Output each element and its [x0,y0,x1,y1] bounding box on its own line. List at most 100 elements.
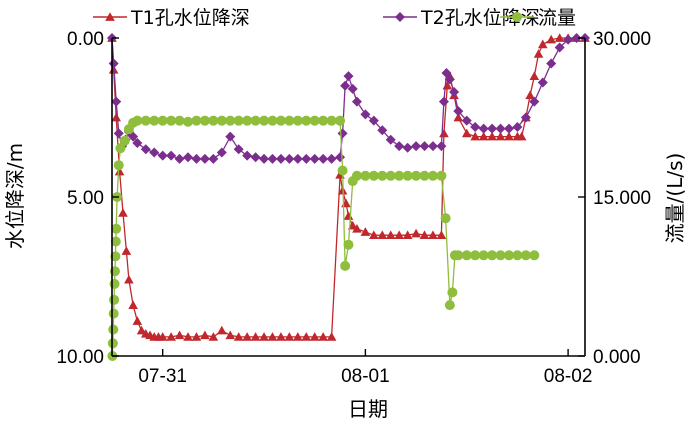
series-2-point [512,122,523,133]
series-2-point [301,153,312,164]
series-3-point [275,115,286,126]
series-2-point [347,83,358,94]
x-tick-label: 08-02 [544,366,593,387]
series-1-point [453,112,464,122]
series-1-point [487,131,497,141]
series-3-point [191,115,202,126]
left-tick-label: 0.00 [67,29,104,50]
series-1-point [369,230,379,239]
series-2-point [275,153,286,164]
series-1-point [309,332,320,341]
series-3-point [309,115,320,126]
legend-item: T2孔水位降深 [383,7,540,29]
series-1-point [128,300,138,309]
series-3-point [461,250,472,261]
series-1-point [217,325,227,335]
legend-marker [395,12,405,22]
x-tick-label: 07-31 [138,366,187,387]
series-3-point [402,170,413,181]
series-1-point [157,332,168,341]
series-2-point [368,115,379,126]
series-2-point [503,123,514,134]
series-3-point [208,115,219,126]
right-axis-ticks: 0.000 15.000 30.000 [578,29,651,368]
series-1-point [439,128,449,138]
legend-item: 流量 [500,7,576,29]
series-3-point [108,308,119,319]
series-3-point [108,324,119,335]
series-2-line [111,37,585,160]
series-2-point [199,153,210,164]
series-2-point [318,153,329,164]
series-1-point [461,128,472,138]
series-2-point [132,137,143,148]
series-3-point [340,260,351,271]
series-1-point [326,332,337,341]
series-3-point [470,250,481,261]
series-2-point [340,80,351,91]
series-3-point [110,251,121,262]
series-2-point [554,42,565,53]
series-3-point [326,115,337,126]
series-2-point [436,141,447,152]
series-2-point [529,96,540,107]
series-3-point [115,143,126,154]
legend-marker [512,12,522,22]
series-2-point [140,144,151,155]
series-2-point [208,153,219,164]
series-3-point [495,250,506,261]
series-1-point [516,131,527,141]
series-2-point [284,153,295,164]
series-1-point [301,332,312,341]
series-1-point [284,332,295,341]
series-2-point [191,153,202,164]
series-2-point [449,87,460,98]
right-tick-label: 30.000 [593,29,651,50]
series-1-point [428,230,438,239]
series-3-point [411,170,422,181]
series-3-point [447,287,458,298]
series-3-point [174,115,185,126]
series-3-point [183,116,194,127]
series-1-point [118,208,128,217]
series-1-point [537,39,548,49]
left-tick-label: 5.00 [67,188,104,209]
left-axis-title: 水位降深/m [3,143,27,249]
series-2-point [520,112,531,123]
series-1-point [495,131,506,141]
right-axis-title: 流量/(L/s) [663,153,687,244]
series-3-point [250,115,261,126]
series-2-point [113,128,124,139]
series-1-point [352,224,362,233]
series-2-point [487,123,498,134]
series-2-point [343,71,354,82]
series-2-point [394,141,405,152]
x-tick-label: 08-01 [341,366,390,387]
series-2-point [108,58,119,69]
series-1-point [394,230,404,239]
legend-label: T1孔水位降深 [130,7,250,29]
right-tick-label: 0.000 [593,347,641,368]
series-3-point [351,170,362,181]
series-3-point [259,115,270,126]
series-1-line [111,37,585,338]
series-2-point [385,134,396,145]
series-1-point [242,332,252,341]
series-1-point [208,332,219,341]
series-1-point [419,230,430,239]
series-1-point [546,34,557,44]
series-2-point [377,125,388,136]
series-3-point [503,250,514,261]
series-3-point [107,338,118,349]
series-3-point [512,250,523,261]
series-3-point [360,170,371,181]
series-3-point [216,115,227,126]
series-3-point [284,115,295,126]
series-1-point [111,112,122,122]
series-3-point [368,170,379,181]
legend-marker [105,12,115,21]
series-1-point [529,71,540,80]
series-1-point [276,332,286,341]
series-2-point [326,153,337,164]
